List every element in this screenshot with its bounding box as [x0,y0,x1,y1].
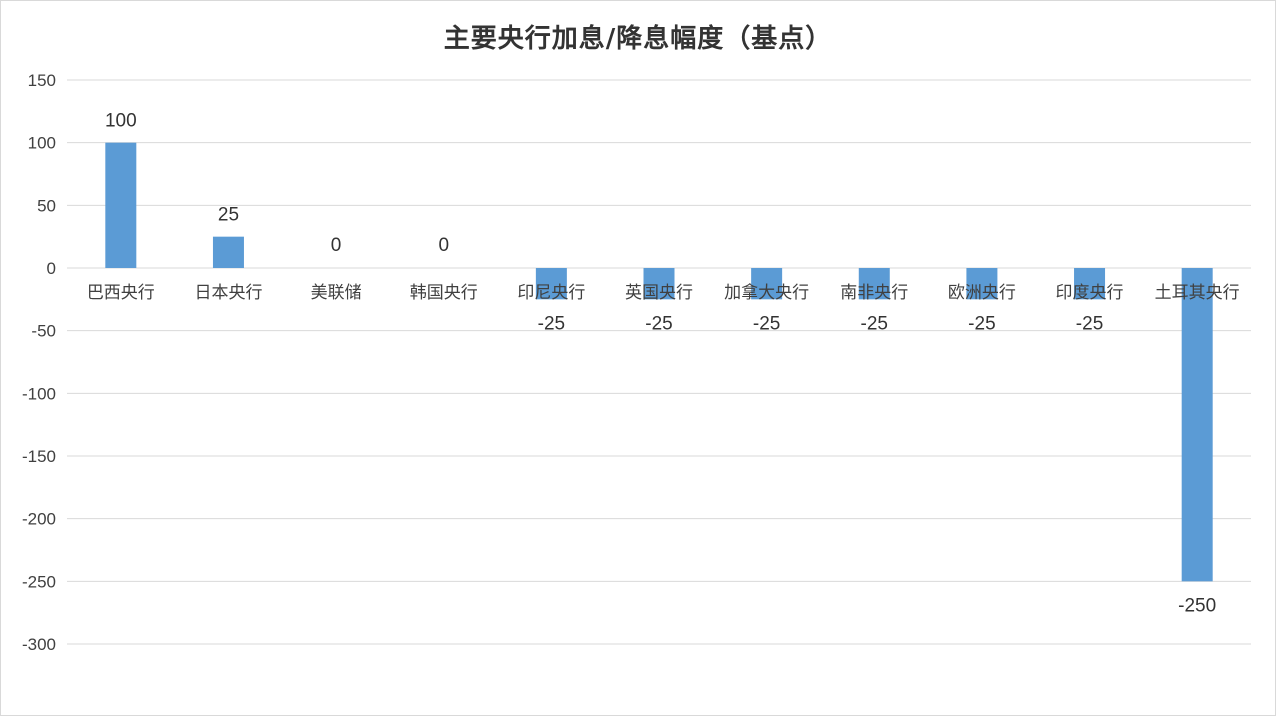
y-tick-label: -250 [22,572,56,591]
bar [858,268,890,300]
category-label: 欧洲央行 [948,283,1016,303]
category-label: 土耳其央行 [1155,283,1240,303]
data-label: 25 [218,205,239,226]
data-label: 100 [105,111,137,132]
data-labels: 100 25 0 0 -25 -25 -25 -25 -25 -25 -250 [105,111,1216,617]
y-tick-label: -50 [31,322,56,341]
bar [751,268,783,300]
data-label: 0 [331,235,342,256]
y-axis-ticks: 150 100 50 0 -50 -100 -150 -200 -250 -300 [22,71,56,654]
category-label: 印度央行 [1056,283,1124,303]
data-label: 0 [438,235,449,256]
data-label: -25 [645,313,672,334]
category-label: 南非央行 [840,283,908,303]
bar [535,268,567,300]
bar [966,268,998,300]
category-label: 美联储 [311,283,362,303]
data-label: -25 [861,313,888,334]
y-tick-label: -100 [22,384,56,403]
data-label: -25 [1076,313,1103,334]
gridlines [67,79,1251,645]
category-label: 印尼央行 [517,283,585,303]
category-labels: 巴西央行 日本央行 美联储 韩国央行 印尼央行 英国央行 加拿大央行 南非央行 欧洲央行 印度央行… [87,282,1240,303]
bar [105,142,137,268]
bar [1181,268,1213,582]
data-label: -25 [538,313,565,334]
bar [1074,268,1106,300]
bar [212,236,244,268]
category-label: 英国央行 [625,283,693,303]
data-label: -25 [753,313,780,334]
category-label: 日本央行 [194,283,262,303]
y-tick-label: -200 [22,510,56,529]
data-label: -250 [1178,595,1216,616]
y-tick-label: 50 [37,196,56,215]
bars [105,142,1213,582]
category-label: 巴西央行 [87,283,155,303]
y-tick-label: 100 [28,134,56,153]
y-tick-label: 150 [28,71,56,90]
category-label: 加拿大央行 [724,282,809,303]
data-label: -25 [968,313,995,334]
y-tick-label: -150 [22,447,56,466]
y-tick-label: 0 [47,259,56,278]
bar [643,268,675,300]
chart-title: 主要央行加息/降息幅度（基点） [443,24,833,54]
category-label: 韩国央行 [410,283,478,303]
y-tick-label: -300 [22,635,56,654]
